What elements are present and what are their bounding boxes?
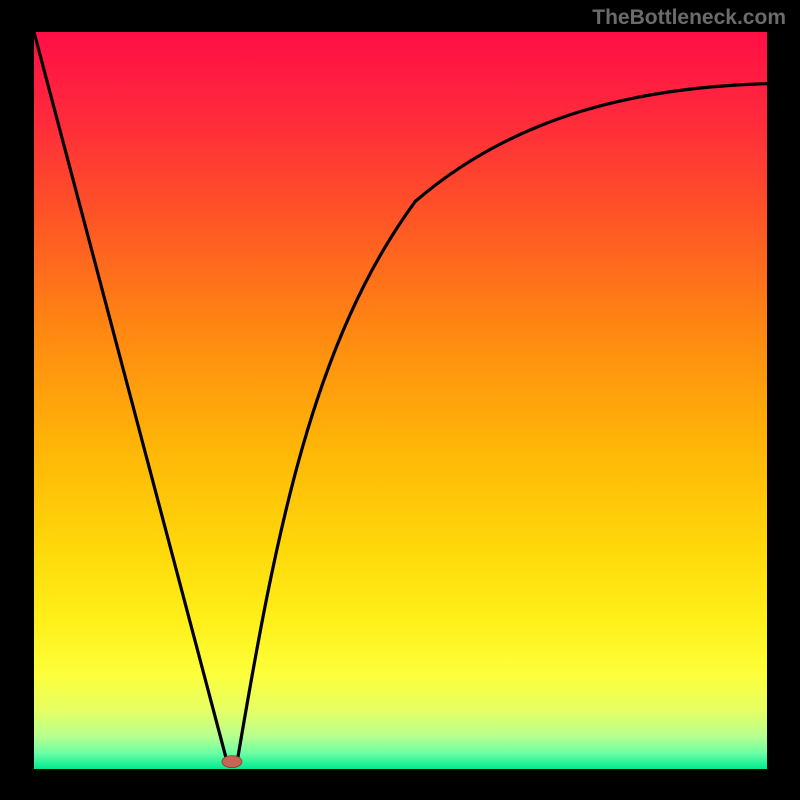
watermark-text: TheBottleneck.com bbox=[592, 6, 786, 30]
chart-svg bbox=[0, 0, 800, 800]
gradient-background bbox=[34, 32, 767, 769]
optimum-marker bbox=[222, 756, 242, 768]
bottleneck-chart: TheBottleneck.com bbox=[0, 0, 800, 800]
